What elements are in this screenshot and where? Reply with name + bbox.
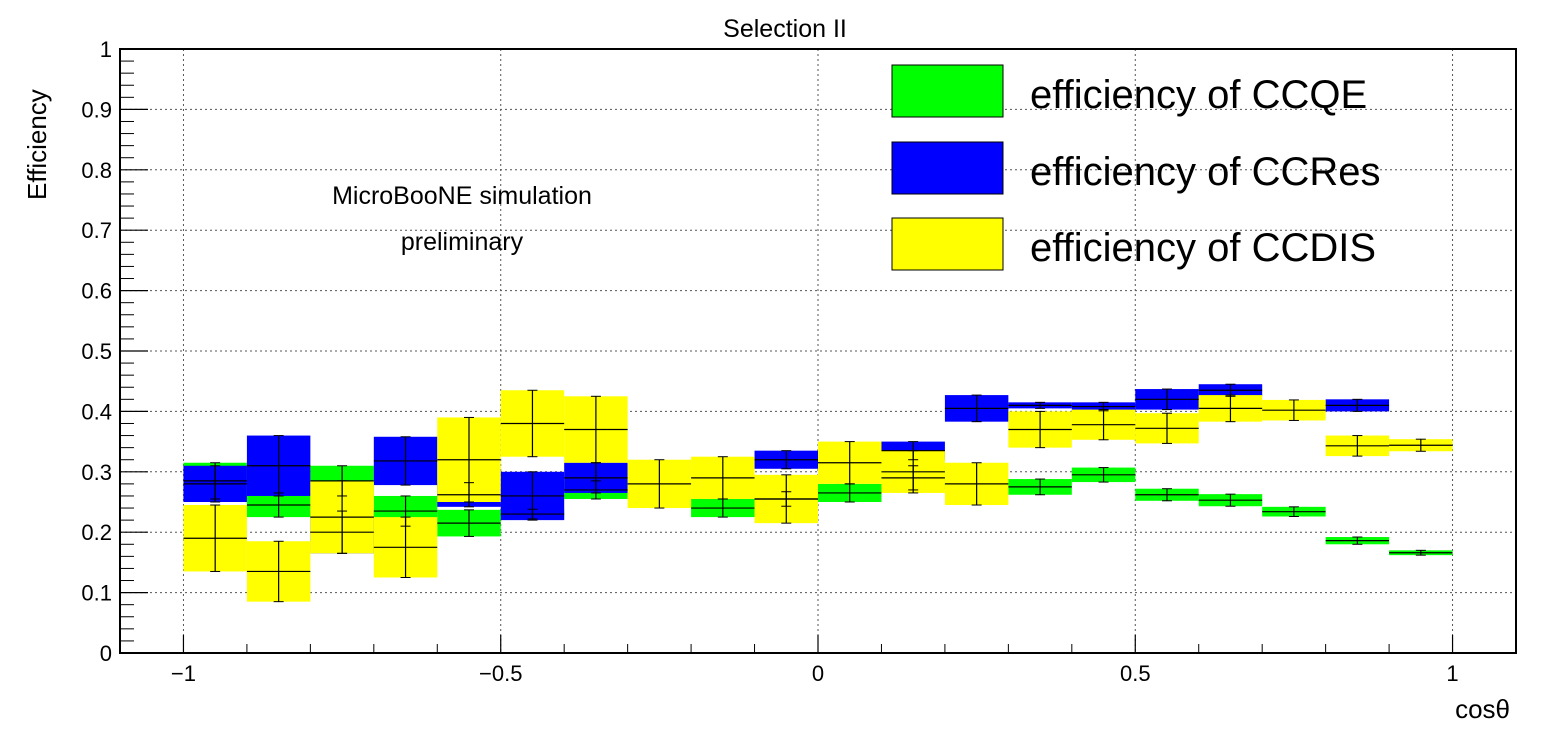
x-tick-label: −0.5 xyxy=(479,661,522,686)
chart-title: Selection II xyxy=(723,15,847,43)
grid-lines xyxy=(120,49,1516,653)
y-tick-label: 0.6 xyxy=(81,279,112,304)
x-axis-label: cosθ xyxy=(1455,694,1510,724)
x-tick-label: 0 xyxy=(812,661,824,686)
legend-swatch-ccqe xyxy=(891,64,1004,118)
y-tick-label: 0.8 xyxy=(81,158,112,183)
y-tick-label: 0.7 xyxy=(81,218,112,243)
axis-ticks: 0 0.1 0.2 0.3 0.4 0.5 0.6 0.7 0.8 0.9 1 −1 −0.5 0 0.5 1 xyxy=(81,37,1517,686)
legend: efficiency of CCQE efficiency of CCRes e… xyxy=(891,64,1381,271)
y-tick-label: 1 xyxy=(100,37,112,62)
annotation-line-2: preliminary xyxy=(401,228,524,256)
legend-swatch-ccdis xyxy=(891,217,1004,271)
x-tick-label: 1 xyxy=(1446,661,1458,686)
y-axis-label: Efficiency xyxy=(22,89,52,200)
y-tick-label: 0 xyxy=(100,641,112,666)
y-tick-label: 0.1 xyxy=(81,581,112,606)
y-tick-label: 0.2 xyxy=(81,520,112,545)
legend-swatch-ccres xyxy=(891,141,1004,195)
y-tick-label: 0.9 xyxy=(81,97,112,122)
annotation-line-1: MicroBooNE simulation xyxy=(332,182,592,210)
legend-label-ccqe: efficiency of CCQE xyxy=(1030,73,1367,117)
legend-label-ccdis: efficiency of CCDIS xyxy=(1030,226,1376,270)
x-tick-label: 0.5 xyxy=(1120,661,1151,686)
y-tick-label: 0.3 xyxy=(81,460,112,485)
error-bars xyxy=(183,383,1453,603)
y-tick-label: 0.5 xyxy=(81,339,112,364)
y-tick-label: 0.4 xyxy=(81,399,112,424)
x-tick-label: −1 xyxy=(171,661,196,686)
legend-label-ccres: efficiency of CCRes xyxy=(1030,150,1381,194)
